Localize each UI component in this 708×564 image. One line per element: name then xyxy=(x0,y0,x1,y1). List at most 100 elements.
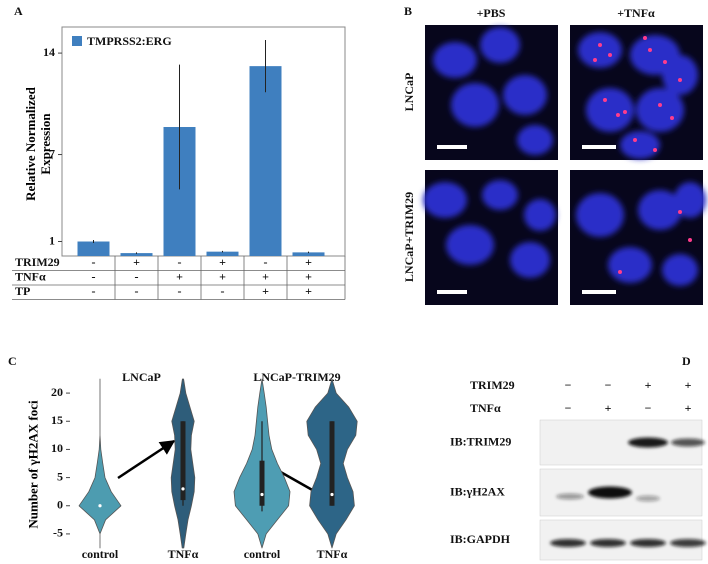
nucleus xyxy=(423,182,467,218)
scale-bar xyxy=(437,145,467,149)
nucleus xyxy=(620,131,660,159)
condition-sign: + xyxy=(176,270,183,284)
y-tick-label: -5 xyxy=(53,526,63,540)
blot-sign: − xyxy=(645,401,652,415)
bar xyxy=(120,253,153,256)
violin-median xyxy=(260,492,264,497)
nucleus xyxy=(482,180,518,210)
x-tick-label: TNFα xyxy=(168,547,199,561)
column-label: +PBS xyxy=(477,6,506,20)
violin-box xyxy=(329,421,335,506)
violin xyxy=(78,378,122,549)
violin-box xyxy=(259,460,265,506)
band xyxy=(670,539,706,547)
nucleus xyxy=(446,225,494,265)
violin-median xyxy=(181,487,185,491)
nucleus xyxy=(578,32,622,68)
column-label: +TNFα xyxy=(617,6,655,20)
bar xyxy=(249,66,282,257)
nuclei xyxy=(576,182,706,286)
blot-sign: + xyxy=(685,378,692,392)
nucleus xyxy=(662,254,698,286)
y-tick-label: 5 xyxy=(57,469,63,483)
band xyxy=(590,539,626,547)
blot-sign: − xyxy=(605,378,612,392)
condition-sign: + xyxy=(305,270,312,284)
foci xyxy=(633,138,637,142)
foci xyxy=(623,110,627,114)
nucleus xyxy=(433,42,477,78)
y-tick-label: 7 xyxy=(49,146,55,160)
condition-sign: + xyxy=(305,255,312,269)
y-axis-label: Relative Normalized Expression xyxy=(23,87,53,201)
nuclei xyxy=(433,27,553,155)
nucleus xyxy=(517,125,553,155)
bands xyxy=(550,539,706,547)
foci xyxy=(648,48,652,52)
row-label: LNCaP+TRIM29 xyxy=(402,192,416,282)
bar xyxy=(206,251,239,256)
condition-sign: + xyxy=(262,270,269,284)
subplot-title: LNCaP-TRIM29 xyxy=(253,370,340,384)
legend-swatch xyxy=(72,36,82,46)
band xyxy=(556,493,584,500)
nuclei xyxy=(423,180,556,278)
panel-label: B xyxy=(404,4,412,18)
band xyxy=(671,438,705,447)
condition-label: TNFα xyxy=(15,270,46,284)
blot-label: IB:TRIM29 xyxy=(450,434,511,448)
band xyxy=(628,437,668,448)
nucleus xyxy=(674,182,706,218)
condition-sign: - xyxy=(178,255,182,269)
band xyxy=(588,486,632,499)
x-tick-label: control xyxy=(82,547,119,561)
blot-condition: TRIM29 xyxy=(470,378,515,392)
arrow xyxy=(117,439,176,480)
nucleus xyxy=(638,190,682,230)
blot-sign: − xyxy=(565,378,572,392)
legend-label: TMPRSS2:ERG xyxy=(87,34,172,48)
condition-sign: + xyxy=(305,284,312,298)
blot-sign: − xyxy=(565,401,572,415)
foci xyxy=(608,53,612,57)
condition-label: TP xyxy=(15,284,30,298)
bands xyxy=(628,437,705,448)
condition-sign: + xyxy=(219,270,226,284)
foci xyxy=(678,78,682,82)
y-tick-label: 14 xyxy=(43,45,55,59)
foci xyxy=(616,113,620,117)
nucleus xyxy=(586,88,634,132)
foci xyxy=(658,103,662,107)
nucleus xyxy=(576,193,624,237)
condition-label: TRIM29 xyxy=(15,255,60,269)
row-label: LNCaP xyxy=(402,73,416,112)
foci xyxy=(603,98,607,102)
y-tick-label: 15 xyxy=(51,413,63,427)
nucleus xyxy=(524,199,556,231)
y-tick-label: 0 xyxy=(57,498,63,512)
violin-median xyxy=(98,504,102,508)
scale-bar xyxy=(582,145,616,149)
blot-condition: TNFα xyxy=(470,401,501,415)
panel-label: A xyxy=(14,4,23,18)
x-tick-label: control xyxy=(244,547,281,561)
condition-sign: + xyxy=(133,255,140,269)
x-tick-label: TNFα xyxy=(317,547,348,561)
nucleus xyxy=(608,247,652,283)
foci xyxy=(670,116,674,120)
nucleus xyxy=(636,88,684,132)
condition-sign: - xyxy=(264,255,268,269)
foci xyxy=(598,43,602,47)
foci xyxy=(678,210,682,214)
y-tick-label: 10 xyxy=(51,441,63,455)
foci xyxy=(688,238,692,242)
nucleus xyxy=(510,242,550,278)
blot-sign: + xyxy=(645,378,652,392)
nucleus xyxy=(503,75,547,115)
condition-sign: + xyxy=(219,255,226,269)
violin-box xyxy=(180,421,186,501)
condition-sign: - xyxy=(92,284,96,298)
y-tick-label: 1 xyxy=(49,233,55,247)
foci xyxy=(593,58,597,62)
